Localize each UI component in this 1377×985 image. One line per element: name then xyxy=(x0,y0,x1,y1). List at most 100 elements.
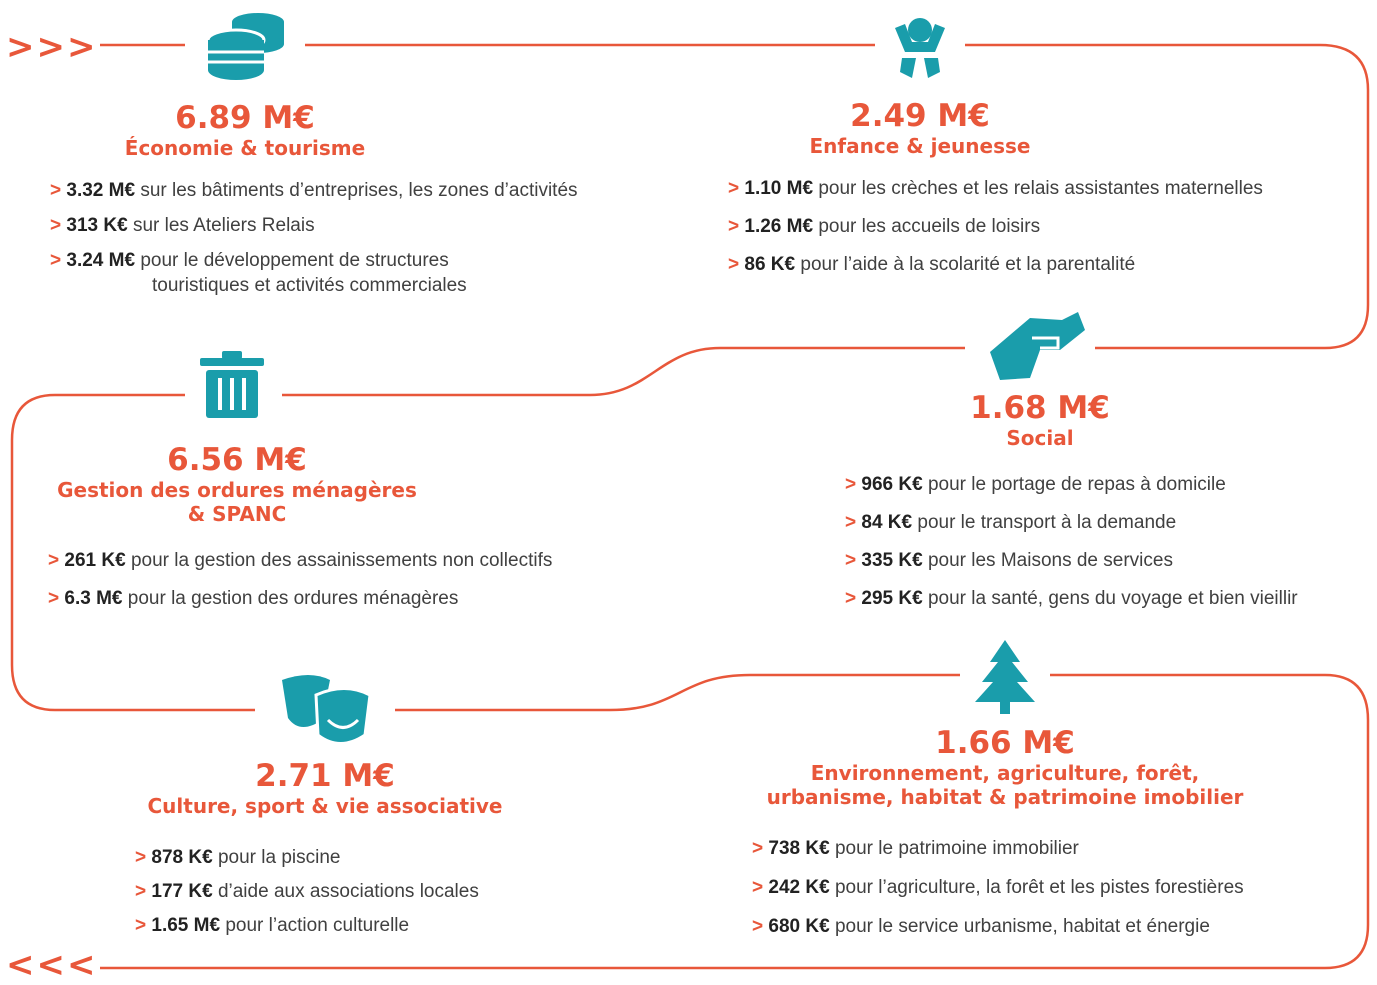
section-title: & SPANC xyxy=(187,502,287,526)
bullet: > xyxy=(845,474,857,495)
bullet: > xyxy=(845,512,857,533)
item-text: pour les accueils de loisirs xyxy=(818,216,1041,237)
item-text: pour les Maisons de services xyxy=(927,550,1173,571)
list-item: > 738 K€ pour le patrimoine immobilier xyxy=(752,836,1244,861)
list-item: > 3.24 M€ pour le développement de struc… xyxy=(50,248,578,298)
section-heading: 2.71 M€ Culture, sport & vie associative xyxy=(25,758,625,818)
section-title: urbanisme, habitat & patrimoine imobilie… xyxy=(766,785,1244,809)
item-amount: 313 K€ xyxy=(66,215,128,236)
item-amount: 335 K€ xyxy=(861,550,923,571)
bullet: > xyxy=(48,550,60,571)
item-text: pour les crèches et les relais assistant… xyxy=(818,178,1263,199)
section-title: Enfance & jeunesse xyxy=(809,134,1031,158)
item-amount: 1.26 M€ xyxy=(744,216,814,237)
list-item: > 84 K€ pour le transport à la demande xyxy=(845,510,1298,535)
item-amount: 738 K€ xyxy=(768,838,830,859)
bullet: > xyxy=(135,915,147,936)
bullet: > xyxy=(728,216,740,237)
bullet: > xyxy=(50,180,62,201)
section-amount: 6.89 M€ xyxy=(175,100,315,136)
item-text: pour le transport à la demande xyxy=(917,512,1177,533)
bullet: > xyxy=(728,254,740,275)
section-amount: 1.68 M€ xyxy=(970,390,1110,426)
item-amount: 86 K€ xyxy=(744,254,796,275)
item-text: pour la piscine xyxy=(217,847,341,868)
tree-icon xyxy=(975,640,1035,714)
section-title: Environnement, agriculture, forêt, xyxy=(810,761,1200,785)
item-text: touristiques et activités commerciales xyxy=(152,275,467,296)
item-text: d’aide aux associations locales xyxy=(217,881,479,902)
bullet: > xyxy=(50,215,62,236)
list-item: > 966 K€ pour le portage de repas à domi… xyxy=(845,472,1298,497)
item-amount: 295 K€ xyxy=(861,588,923,609)
item-amount: 680 K€ xyxy=(768,916,830,937)
baby-icon xyxy=(895,18,945,78)
section-amount: 2.49 M€ xyxy=(850,98,990,134)
section-heading: 1.68 M€ Social xyxy=(740,390,1340,450)
start-marker: >>> xyxy=(6,27,98,67)
list-item: > 878 K€ pour la piscine xyxy=(135,845,479,870)
item-amount: 84 K€ xyxy=(861,512,913,533)
list-item: > 86 K€ pour l’aide à la scolarité et la… xyxy=(728,252,1263,277)
connector-lines xyxy=(10,43,1370,970)
bullet: > xyxy=(48,588,60,609)
list-item: > 335 K€ pour les Maisons de services xyxy=(845,548,1298,573)
item-text: pour le patrimoine immobilier xyxy=(834,838,1079,859)
item-text: pour le service urbanisme, habitat et én… xyxy=(834,916,1210,937)
coins-icon xyxy=(206,13,284,80)
item-text: pour le développement de structures xyxy=(140,250,449,271)
item-list: > 738 K€ pour le patrimoine immobilier > … xyxy=(752,836,1244,939)
item-list: > 966 K€ pour le portage de repas à domi… xyxy=(845,472,1298,611)
item-amount: 3.32 M€ xyxy=(66,180,136,201)
end-marker: <<< xyxy=(6,945,98,985)
bullet: > xyxy=(845,588,857,609)
item-text: pour le portage de repas à domicile xyxy=(927,474,1226,495)
section-heading: 2.49 M€ Enfance & jeunesse xyxy=(620,98,1220,158)
list-item: > 3.32 M€ sur les bâtiments d’entreprise… xyxy=(50,178,578,203)
section-heading: 6.89 M€ Économie & tourisme xyxy=(0,100,545,160)
item-text: sur les Ateliers Relais xyxy=(132,215,315,236)
item-amount: 6.3 M€ xyxy=(64,588,123,609)
bullet: > xyxy=(845,550,857,571)
list-item: > 1.26 M€ pour les accueils de loisirs xyxy=(728,214,1263,239)
item-list: > 261 K€ pour la gestion des assainissem… xyxy=(48,548,552,611)
item-amount: 242 K€ xyxy=(768,877,830,898)
list-item: > 680 K€ pour le service urbanisme, habi… xyxy=(752,914,1244,939)
item-text: pour l’agriculture, la forêt et les pist… xyxy=(834,877,1244,898)
section-heading: 6.56 M€ Gestion des ordures ménagères & SP… xyxy=(0,442,537,526)
section-heading: 1.66 M€ Environnement, agriculture, forêt… xyxy=(705,725,1305,809)
item-text: sur les bâtiments d’entreprises, les zon… xyxy=(140,180,578,201)
bullet: > xyxy=(752,877,764,898)
masks-icon xyxy=(282,675,372,745)
bullet: > xyxy=(135,881,147,902)
list-item: > 313 K€ sur les Ateliers Relais xyxy=(50,213,578,238)
bullet: > xyxy=(50,250,62,271)
bullet: > xyxy=(728,178,740,199)
list-item: > 242 K€ pour l’agriculture, la forêt et… xyxy=(752,875,1244,900)
item-list: > 878 K€ pour la piscine > 177 K€ d’aide … xyxy=(135,845,479,938)
list-item: > 177 K€ d’aide aux associations locales xyxy=(135,879,479,904)
item-text: pour la gestion des assainissements non … xyxy=(130,550,553,571)
trash-icon xyxy=(200,351,264,418)
item-amount: 1.10 M€ xyxy=(744,178,814,199)
item-amount: 3.24 M€ xyxy=(66,250,136,271)
handshake-icon xyxy=(990,312,1085,380)
item-amount: 966 K€ xyxy=(861,474,923,495)
bullet: > xyxy=(752,838,764,859)
list-item: > 1.65 M€ pour l’action culturelle xyxy=(135,913,479,938)
bullet: > xyxy=(752,916,764,937)
item-text: pour l’aide à la scolarité et la parenta… xyxy=(800,254,1136,275)
item-amount: 261 K€ xyxy=(64,550,126,571)
section-amount: 6.56 M€ xyxy=(167,442,307,478)
list-item: > 1.10 M€ pour les crèches et les relais… xyxy=(728,176,1263,201)
item-list: > 3.32 M€ sur les bâtiments d’entreprise… xyxy=(50,178,578,298)
list-item: > 261 K€ pour la gestion des assainissem… xyxy=(48,548,552,573)
section-title: Culture, sport & vie associative xyxy=(147,794,503,818)
list-item: > 6.3 M€ pour la gestion des ordures mén… xyxy=(48,586,552,611)
item-text: pour l’action culturelle xyxy=(225,915,410,936)
section-title: Économie & tourisme xyxy=(124,136,366,160)
item-amount: 878 K€ xyxy=(151,847,213,868)
list-item: > 295 K€ pour la santé, gens du voyage e… xyxy=(845,586,1298,611)
